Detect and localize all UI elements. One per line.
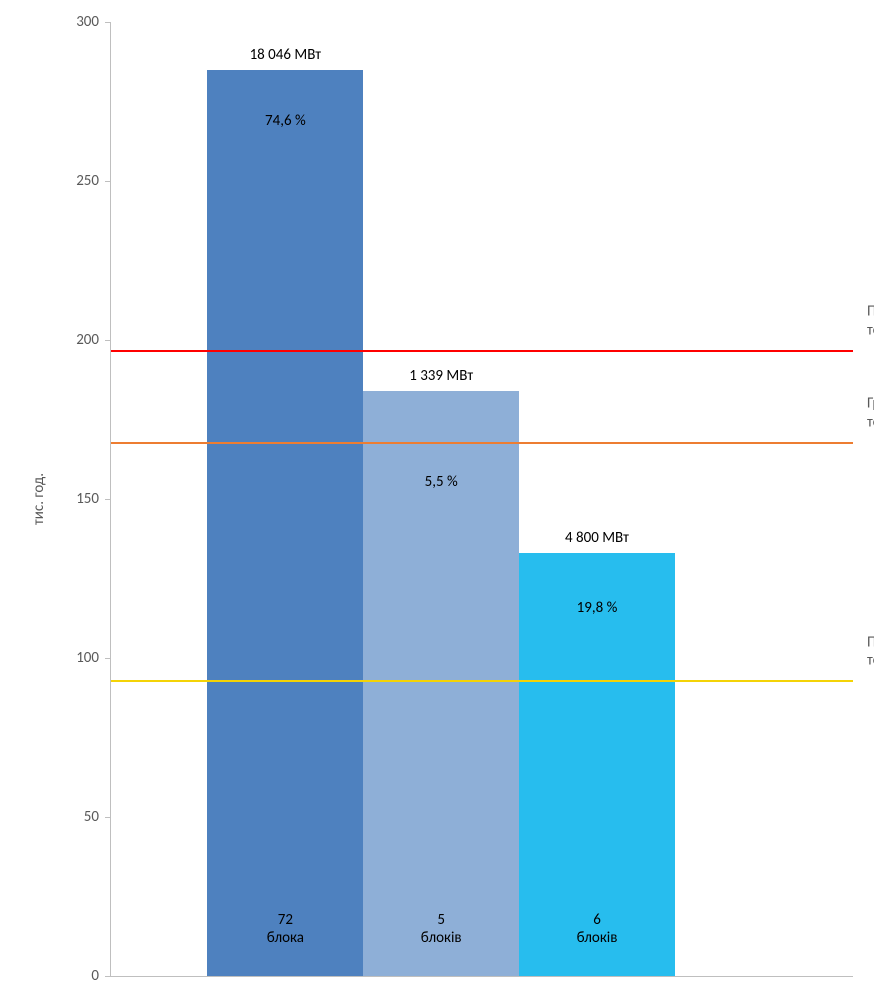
bar-1-bottom-label: 72 блока	[207, 911, 363, 949]
bar-2-pct-label: 5,5 %	[363, 473, 519, 491]
bar-2-bottom-label: 5 блоків	[363, 911, 519, 949]
line-design	[111, 680, 853, 682]
y-axis-label: тис. год.	[30, 473, 48, 525]
bar-1: 18 046 МВт74,6 %72 блока	[207, 70, 363, 976]
y-tick-label: 0	[91, 967, 111, 985]
bar-2: 1 339 МВт5,5 %5 блоків	[363, 391, 519, 976]
bar-3: 4 800 МВт19,8 %6 блоків	[519, 553, 675, 976]
line-boundary	[111, 442, 853, 444]
y-tick-label: 150	[76, 490, 111, 508]
bar-3-top-label: 4 800 МВт	[519, 529, 675, 553]
bar-1-top-label: 18 046 МВт	[207, 46, 363, 70]
bar-2-top-label: 1 339 МВт	[363, 367, 519, 391]
bar-3-bottom-label: 6 блоків	[519, 911, 675, 949]
bar-chart: 0 50 100 150 200 250 300 18 046 МВт 74,6 % 72 бло…	[0, 0, 874, 995]
bar-3-pct-label: 19,8 %	[519, 599, 675, 617]
y-tick-label: 100	[76, 649, 111, 667]
line-park-label: Парковий термін	[859, 302, 874, 340]
y-tick-label: 300	[76, 13, 111, 31]
y-tick-label: 200	[76, 331, 111, 349]
y-tick-label: 50	[84, 808, 111, 826]
line-boundary-label: Граничний термін	[859, 394, 874, 432]
bar-1-pct-label: 74,6 %	[207, 112, 363, 130]
y-tick-label: 250	[76, 172, 111, 190]
line-design-label: Проектний термін	[859, 633, 874, 671]
line-park	[111, 350, 853, 352]
plot-area: 05010015020025030018 046 МВт74,6 %72 бло…	[110, 22, 853, 977]
